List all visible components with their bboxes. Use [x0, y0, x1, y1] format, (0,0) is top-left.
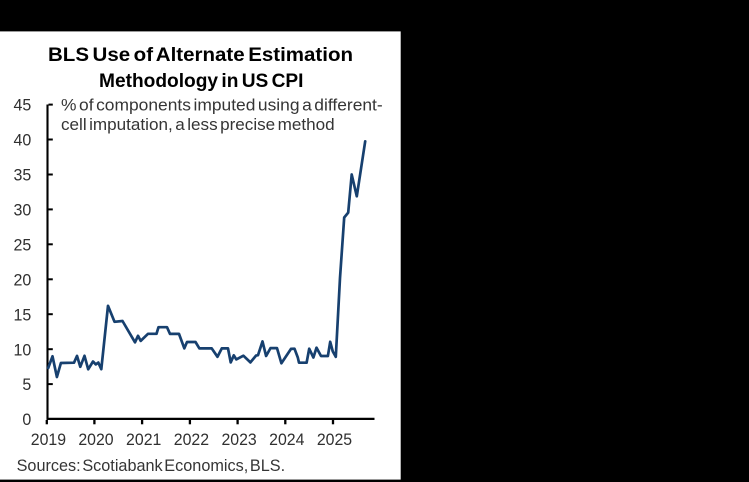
svg-text:25: 25 — [14, 235, 32, 254]
svg-text:20: 20 — [14, 270, 32, 289]
svg-text:5: 5 — [22, 375, 31, 394]
svg-text:15: 15 — [14, 305, 32, 324]
svg-text:0: 0 — [22, 410, 31, 429]
svg-text:35: 35 — [14, 166, 32, 185]
svg-text:Methodology in US CPI: Methodology in US CPI — [99, 71, 304, 92]
svg-text:BLS Use of Alternate Estimatio: BLS Use of Alternate Estimation — [48, 45, 353, 66]
svg-text:2020: 2020 — [78, 430, 113, 449]
svg-text:cell imputation, a less precis: cell imputation, a less precise method — [61, 115, 335, 134]
svg-text:10: 10 — [14, 340, 32, 359]
svg-text:45: 45 — [14, 96, 32, 115]
svg-text:2021: 2021 — [126, 430, 161, 449]
svg-text:40: 40 — [14, 131, 32, 150]
svg-text:2019: 2019 — [31, 430, 66, 449]
svg-text:% of components imputed using: % of components imputed using a differen… — [61, 96, 383, 115]
svg-text:2024: 2024 — [269, 430, 304, 449]
svg-text:2022: 2022 — [174, 430, 209, 449]
svg-text:2025: 2025 — [317, 430, 352, 449]
svg-text:30: 30 — [14, 201, 32, 220]
svg-text:2023: 2023 — [221, 430, 256, 449]
svg-text:Sources: Scotiabank Economics,: Sources: Scotiabank Economics, BLS. — [17, 456, 286, 475]
